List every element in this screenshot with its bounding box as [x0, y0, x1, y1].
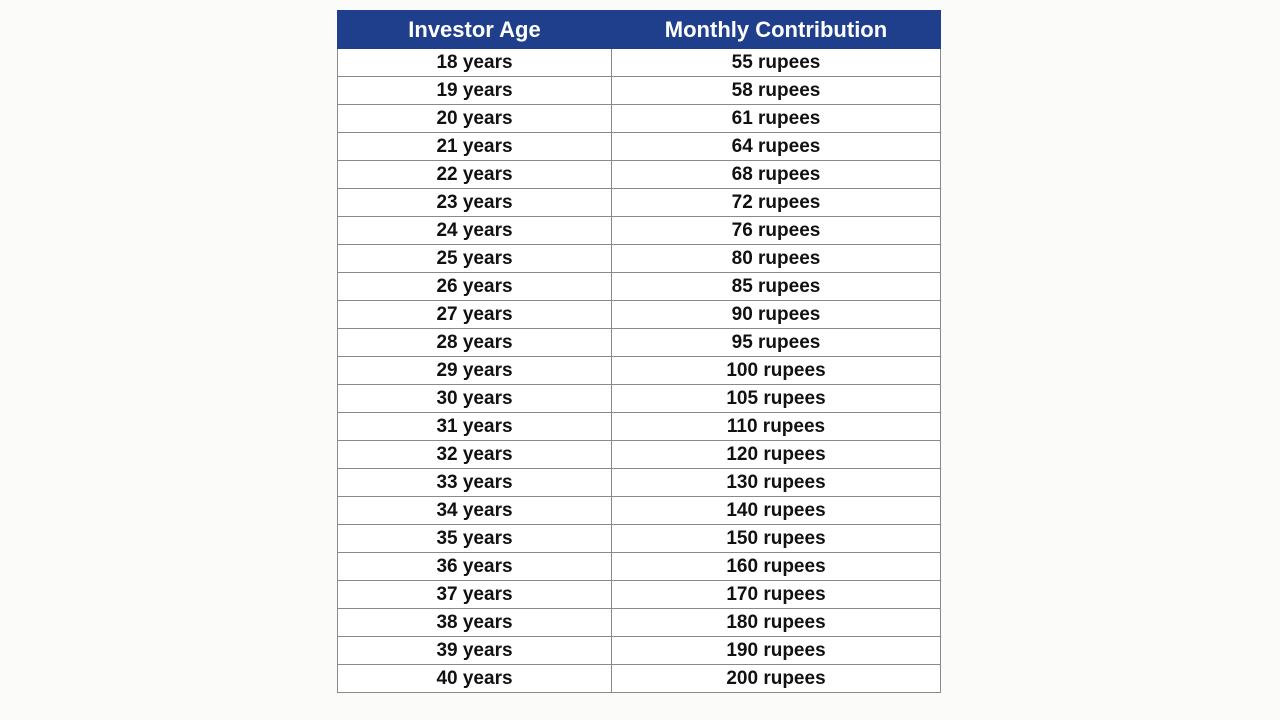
contribution-cell: 190 rupees: [611, 636, 941, 665]
contribution-cell: 100 rupees: [611, 356, 941, 385]
age-cell: 35 years: [337, 524, 612, 553]
age-cell: 33 years: [337, 468, 612, 497]
table-row: 31 years 110 rupees: [337, 412, 941, 441]
age-cell: 40 years: [337, 664, 612, 693]
age-cell: 22 years: [337, 160, 612, 189]
table-row: 33 years 130 rupees: [337, 468, 941, 497]
age-cell: 31 years: [337, 412, 612, 441]
contribution-cell: 64 rupees: [611, 132, 941, 161]
table-row: 39 years 190 rupees: [337, 636, 941, 665]
contribution-cell: 160 rupees: [611, 552, 941, 581]
contribution-cell: 170 rupees: [611, 580, 941, 609]
contribution-cell: 68 rupees: [611, 160, 941, 189]
age-cell: 39 years: [337, 636, 612, 665]
contribution-cell: 105 rupees: [611, 384, 941, 413]
table-row: 22 years 68 rupees: [337, 160, 941, 189]
header-cell: Monthly Contribution: [611, 10, 941, 49]
table-body: 18 years 55 rupees 19 years 58 rupees 20 yea…: [337, 48, 941, 693]
contribution-cell: 55 rupees: [611, 48, 941, 77]
age-cell: 18 years: [337, 48, 612, 77]
contribution-cell: 130 rupees: [611, 468, 941, 497]
table-row: 26 years 85 rupees: [337, 272, 941, 301]
age-cell: 26 years: [337, 272, 612, 301]
contribution-cell: 61 rupees: [611, 104, 941, 133]
contribution-cell: 72 rupees: [611, 188, 941, 217]
table-row: 35 years 150 rupees: [337, 524, 941, 553]
table-row: 23 years 72 rupees: [337, 188, 941, 217]
table-row: 20 years 61 rupees: [337, 104, 941, 133]
table-row: 29 years 100 rupees: [337, 356, 941, 385]
table-row: 24 years 76 rupees: [337, 216, 941, 245]
table-row: 38 years 180 rupees: [337, 608, 941, 637]
contribution-cell: 110 rupees: [611, 412, 941, 441]
contribution-cell: 76 rupees: [611, 216, 941, 245]
table-row: 37 years 170 rupees: [337, 580, 941, 609]
contribution-cell: 150 rupees: [611, 524, 941, 553]
table-row: 25 years 80 rupees: [337, 244, 941, 273]
age-cell: 32 years: [337, 440, 612, 469]
age-cell: 36 years: [337, 552, 612, 581]
age-cell: 21 years: [337, 132, 612, 161]
contribution-cell: 120 rupees: [611, 440, 941, 469]
table-row: 30 years 105 rupees: [337, 384, 941, 413]
age-cell: 25 years: [337, 244, 612, 273]
age-cell: 38 years: [337, 608, 612, 637]
contribution-cell: 58 rupees: [611, 76, 941, 105]
table-row: 40 years 200 rupees: [337, 664, 941, 693]
contribution-cell: 85 rupees: [611, 272, 941, 301]
table-header: Investor Age Monthly Contribution: [337, 10, 941, 49]
table-row: 27 years 90 rupees: [337, 300, 941, 329]
header-cell: Investor Age: [337, 10, 612, 49]
age-cell: 29 years: [337, 356, 612, 385]
table-row: 34 years 140 rupees: [337, 496, 941, 525]
table-row: 21 years 64 rupees: [337, 132, 941, 161]
table-row: 36 years 160 rupees: [337, 552, 941, 581]
contribution-cell: 140 rupees: [611, 496, 941, 525]
table-row: 28 years 95 rupees: [337, 328, 941, 357]
table-row: 19 years 58 rupees: [337, 76, 941, 105]
contribution-table: Investor Age Monthly Contribution 18 yea…: [337, 10, 941, 693]
header-row: Investor Age Monthly Contribution: [337, 10, 941, 49]
age-cell: 34 years: [337, 496, 612, 525]
age-cell: 30 years: [337, 384, 612, 413]
age-cell: 20 years: [337, 104, 612, 133]
contribution-cell: 200 rupees: [611, 664, 941, 693]
age-cell: 28 years: [337, 328, 612, 357]
age-cell: 23 years: [337, 188, 612, 217]
table-row: 32 years 120 rupees: [337, 440, 941, 469]
contribution-cell: 80 rupees: [611, 244, 941, 273]
age-cell: 27 years: [337, 300, 612, 329]
age-cell: 19 years: [337, 76, 612, 105]
age-cell: 24 years: [337, 216, 612, 245]
age-cell: 37 years: [337, 580, 612, 609]
table-row: 18 years 55 rupees: [337, 48, 941, 77]
contribution-cell: 180 rupees: [611, 608, 941, 637]
contribution-cell: 90 rupees: [611, 300, 941, 329]
contribution-cell: 95 rupees: [611, 328, 941, 357]
